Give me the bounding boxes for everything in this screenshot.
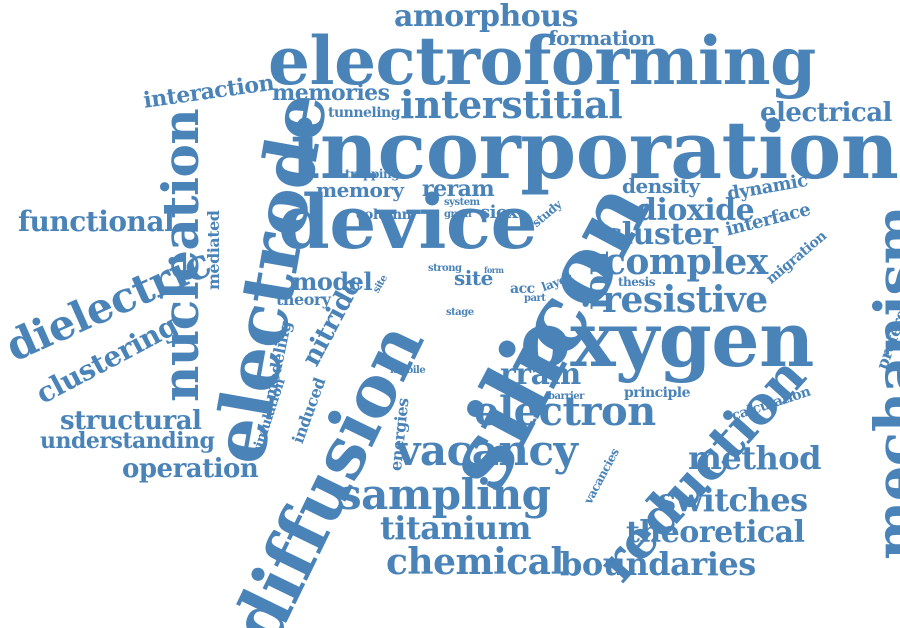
- word-part: part: [524, 293, 546, 304]
- word-memory: memory: [316, 178, 404, 202]
- word-method: method: [688, 439, 821, 477]
- word-sampling: sampling: [338, 470, 551, 519]
- word-understanding: understanding: [40, 428, 215, 454]
- word-migration: migration: [763, 228, 830, 288]
- word-reram: reram: [422, 176, 495, 202]
- word-site: site: [454, 266, 493, 290]
- word-dioxide: dioxide: [636, 193, 755, 228]
- word-titanium: titanium: [380, 509, 532, 547]
- word-siox: siox: [480, 202, 518, 223]
- word-vacancies: vacancies: [581, 446, 622, 507]
- word-trapping: trapping: [345, 167, 400, 181]
- word-strong: site: [371, 273, 390, 295]
- word-model: model: [292, 267, 373, 296]
- word-interstitial: interstitial: [400, 82, 623, 127]
- word-memories: memories: [272, 80, 390, 106]
- word-resistive: resistive: [602, 279, 768, 321]
- word-formation: formation: [548, 26, 655, 50]
- word-mobile: mobile: [390, 365, 426, 376]
- word-theory: theory: [276, 290, 331, 309]
- word-rram: rram: [500, 357, 581, 392]
- word-column: column: [356, 207, 412, 223]
- word-oxygen: oxygen: [520, 295, 814, 384]
- word-switches: switches: [658, 481, 808, 519]
- word-electron: electron: [474, 388, 656, 435]
- word-amorphous: amorphous: [394, 0, 579, 34]
- word-cluster: cluster: [604, 217, 718, 252]
- word-chemical: chemical: [386, 541, 564, 583]
- word-vacancy: complex: [604, 241, 768, 283]
- word-acc: acc: [510, 281, 535, 297]
- word-form: form: [484, 265, 504, 275]
- word-functional: functional: [18, 205, 175, 238]
- word-principle: principle: [624, 385, 691, 401]
- word-electrical: electrical: [760, 98, 892, 128]
- word-system: system: [444, 197, 480, 208]
- word-operation: operation: [122, 454, 259, 484]
- word-density: density: [622, 174, 700, 198]
- word-mechanism: mechanism: [863, 205, 900, 560]
- word-thesis: thesis: [618, 275, 655, 289]
- word-interaction: interaction: [141, 69, 276, 114]
- word-stage: stage: [446, 307, 474, 318]
- word-complex: vacancy: [396, 426, 578, 475]
- word-incorporation: incorporation: [290, 103, 899, 197]
- word-tunneling: tunneling: [328, 105, 401, 121]
- word-device: device: [278, 180, 538, 266]
- word-result: strong: [428, 263, 462, 274]
- word-structural: structural: [60, 406, 202, 436]
- word-nucleation: nucleation: [151, 108, 210, 402]
- word-electroforming: electroforming: [268, 22, 816, 100]
- word-theoretical: theoretical: [626, 515, 805, 550]
- word-mediated: mediated: [204, 210, 223, 291]
- word-barrier: barrier: [548, 391, 584, 402]
- word-boundaries: boundaries: [560, 545, 756, 583]
- word-grain: grain: [444, 209, 472, 220]
